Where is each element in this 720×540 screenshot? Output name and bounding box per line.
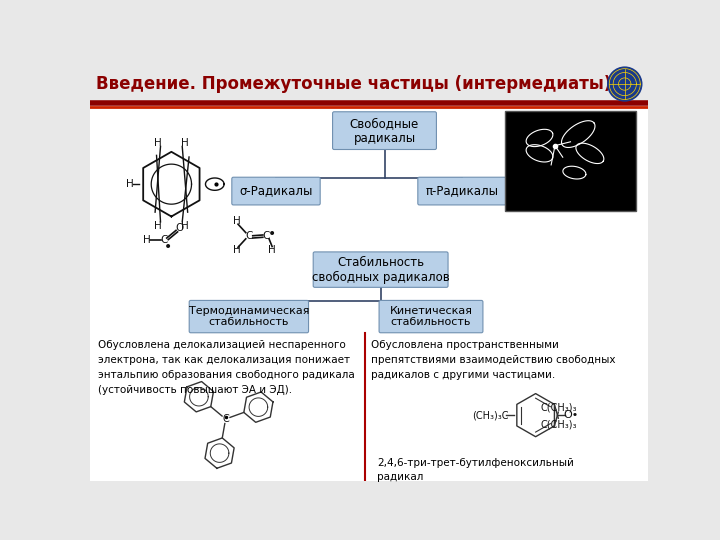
- Text: σ-Радикалы: σ-Радикалы: [239, 185, 312, 198]
- Text: Стабильность
свободных радикалов: Стабильность свободных радикалов: [312, 255, 449, 284]
- Text: •: •: [268, 227, 276, 241]
- Circle shape: [608, 67, 642, 101]
- Text: H: H: [153, 138, 161, 147]
- Text: 2,4,6-три-трет-бутилфеноксильный
радикал: 2,4,6-три-трет-бутилфеноксильный радикал: [377, 457, 574, 482]
- Text: Обусловлена пространственными
препятствиями взаимодействию свободных
радикалов с: Обусловлена пространственными препятстви…: [371, 340, 615, 380]
- FancyBboxPatch shape: [313, 252, 448, 287]
- Text: C(CH₃)₃: C(CH₃)₃: [540, 402, 577, 413]
- Text: Введение. Промежуточные частицы (интермедиаты): Введение. Промежуточные частицы (интерме…: [96, 75, 611, 93]
- Bar: [90, 65, 648, 103]
- Text: H: H: [181, 221, 189, 231]
- Text: H: H: [181, 138, 189, 147]
- Text: H: H: [269, 245, 276, 255]
- Text: (CH₃)₃C: (CH₃)₃C: [472, 410, 509, 420]
- Text: C: C: [262, 231, 269, 241]
- Text: H: H: [143, 235, 150, 245]
- Text: C: C: [160, 235, 167, 245]
- Text: H: H: [153, 221, 161, 231]
- Text: C: C: [222, 414, 229, 424]
- Text: π-Радикалы: π-Радикалы: [426, 185, 498, 198]
- Text: Термодинамическая
стабильность: Термодинамическая стабильность: [189, 306, 309, 327]
- FancyBboxPatch shape: [418, 177, 506, 205]
- FancyBboxPatch shape: [189, 300, 309, 333]
- Text: C: C: [246, 231, 253, 241]
- Text: Кинетическая
стабильность: Кинетическая стабильность: [390, 306, 472, 327]
- Text: C(CH₃)₃: C(CH₃)₃: [540, 420, 577, 429]
- Bar: [505, 111, 636, 211]
- FancyBboxPatch shape: [379, 300, 483, 333]
- Text: H: H: [233, 245, 240, 255]
- Text: Обусловлена делокализацией неспаренного
электрона, так как делокализация понижае: Обусловлена делокализацией неспаренного …: [98, 340, 354, 395]
- Text: O•: O•: [564, 410, 579, 420]
- FancyBboxPatch shape: [333, 112, 436, 150]
- Text: O: O: [175, 223, 184, 233]
- Text: Свободные
радикалы: Свободные радикалы: [350, 117, 419, 145]
- FancyBboxPatch shape: [232, 177, 320, 205]
- Text: •: •: [164, 240, 172, 253]
- Text: H: H: [126, 179, 133, 189]
- Text: H: H: [233, 216, 240, 226]
